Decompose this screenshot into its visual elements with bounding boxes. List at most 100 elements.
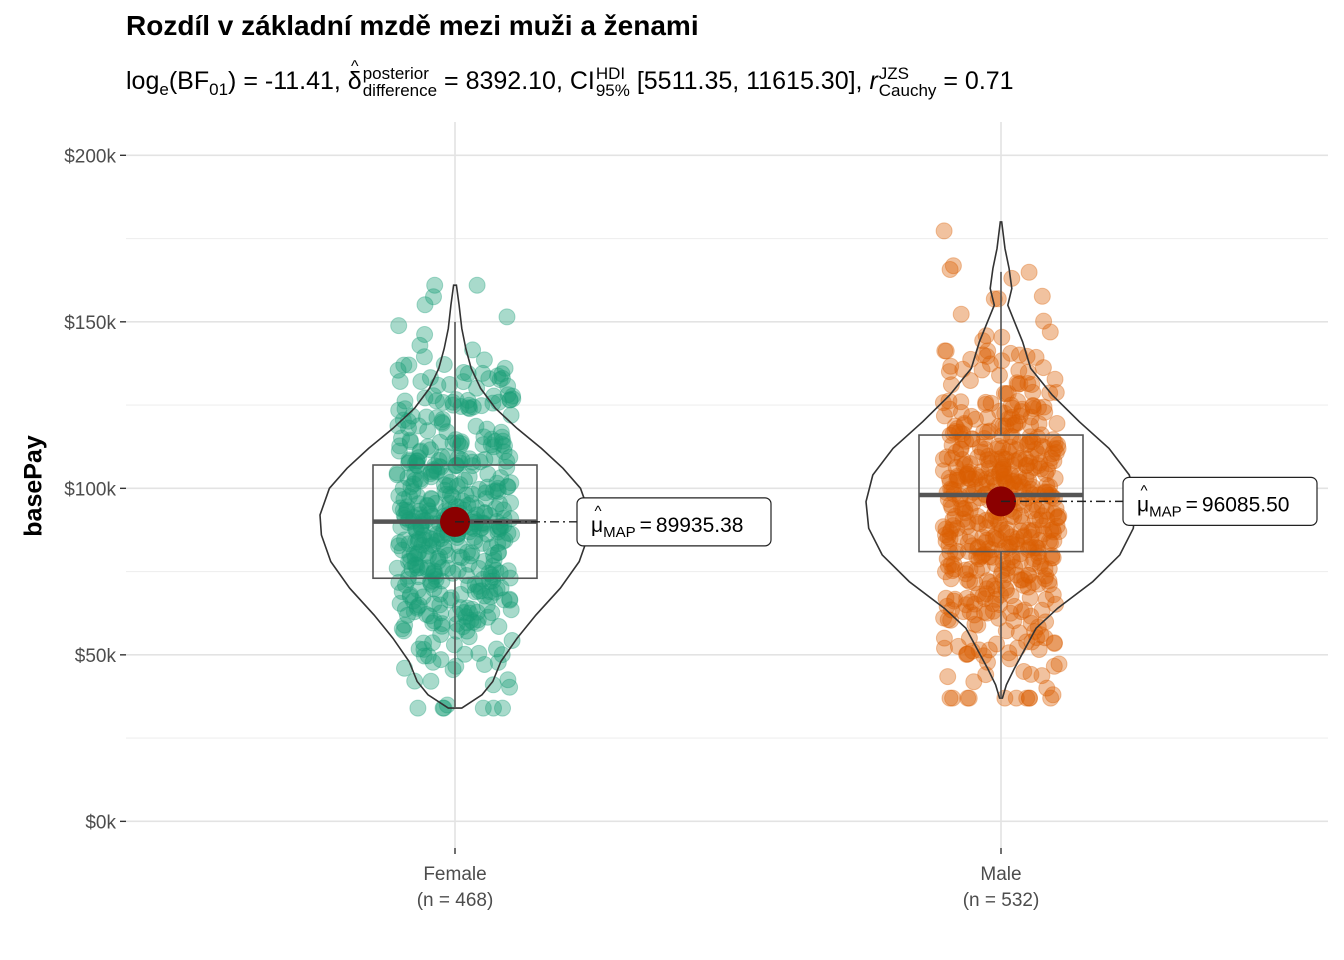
data-point	[418, 496, 436, 514]
data-point	[1018, 489, 1036, 507]
data-point	[424, 536, 442, 554]
data-point	[1011, 450, 1028, 468]
data-point	[423, 490, 441, 508]
data-point	[394, 411, 412, 429]
data-point	[987, 590, 1005, 608]
r-scripts: JZS Cauchy	[879, 65, 937, 99]
data-point	[1019, 363, 1037, 381]
data-point	[433, 413, 451, 431]
data-point	[955, 416, 973, 434]
data-point	[1047, 500, 1065, 518]
data-point	[473, 534, 491, 552]
data-point	[419, 559, 437, 577]
data-point	[1037, 567, 1055, 585]
data-point	[1009, 375, 1027, 393]
data-point	[1017, 456, 1035, 474]
data-point	[939, 668, 957, 686]
data-point	[459, 496, 477, 514]
data-point	[944, 517, 962, 535]
data-point	[464, 341, 482, 359]
data-point	[1035, 438, 1053, 456]
data-point	[474, 699, 492, 717]
data-point	[428, 409, 446, 427]
logbf-sub: 01	[209, 80, 229, 99]
data-point	[442, 589, 460, 607]
data-point	[450, 548, 468, 566]
r-sup: JZS	[878, 64, 910, 84]
chart-subtitle: loge(BF01) = -11.41, ^ δ posterior differen…	[126, 56, 1014, 106]
data-point	[1032, 460, 1050, 478]
data-point	[990, 609, 1008, 627]
data-point	[448, 477, 466, 495]
data-point	[1004, 428, 1021, 446]
data-point	[388, 466, 406, 484]
data-point	[467, 417, 485, 435]
r-value: = 0.71	[943, 67, 1014, 95]
data-point	[1006, 597, 1024, 615]
data-point	[458, 622, 476, 640]
data-point	[400, 454, 418, 472]
data-point	[456, 471, 473, 489]
data-point	[1011, 434, 1029, 452]
data-point	[961, 455, 979, 473]
data-point	[1029, 445, 1047, 463]
data-point	[1005, 612, 1023, 630]
data-point	[391, 594, 409, 612]
data-point	[944, 424, 962, 442]
data-point	[997, 450, 1015, 468]
data-point	[452, 435, 470, 453]
map-label: μMAP = 96085.50	[1137, 493, 1289, 520]
data-point	[955, 456, 973, 474]
data-point	[503, 632, 521, 649]
data-point	[393, 620, 411, 638]
data-point	[494, 501, 512, 519]
data-point	[1042, 689, 1060, 707]
data-point	[994, 571, 1012, 589]
data-point	[390, 487, 408, 505]
data-point	[474, 364, 492, 382]
data-point	[961, 372, 979, 389]
data-point	[1048, 415, 1066, 432]
map-label-box	[576, 497, 772, 547]
data-point	[468, 499, 486, 517]
data-point	[1009, 414, 1027, 431]
data-point	[400, 535, 418, 553]
data-point	[977, 470, 995, 488]
data-point	[1008, 530, 1026, 548]
data-point	[976, 534, 994, 552]
data-point	[418, 606, 435, 623]
data-point	[1041, 323, 1059, 341]
data-point	[938, 550, 956, 568]
data-point	[411, 443, 429, 461]
data-point	[958, 465, 976, 483]
data-point	[391, 437, 409, 455]
data-point	[1035, 312, 1053, 330]
data-point	[429, 550, 447, 568]
data-point	[493, 435, 511, 453]
data-point	[439, 477, 457, 495]
data-point	[410, 417, 428, 435]
data-point	[1024, 573, 1042, 591]
data-point	[966, 574, 984, 592]
data-point	[441, 473, 459, 491]
data-point	[447, 605, 465, 623]
data-point	[390, 537, 408, 555]
data-point	[947, 544, 965, 562]
data-point	[952, 305, 970, 323]
data-point	[1019, 521, 1037, 539]
data-point	[1040, 532, 1058, 550]
data-point	[1013, 400, 1031, 418]
data-point	[397, 576, 414, 594]
data-point	[1050, 507, 1068, 525]
data-point	[1050, 523, 1068, 541]
data-point	[950, 471, 968, 489]
data-point	[463, 453, 481, 471]
data-point	[475, 428, 493, 446]
data-point	[484, 676, 502, 694]
data-point	[401, 547, 419, 564]
data-point	[474, 570, 492, 588]
data-point	[494, 432, 512, 450]
data-point	[944, 562, 962, 580]
data-point	[1023, 522, 1041, 540]
data-point	[1011, 545, 1029, 563]
